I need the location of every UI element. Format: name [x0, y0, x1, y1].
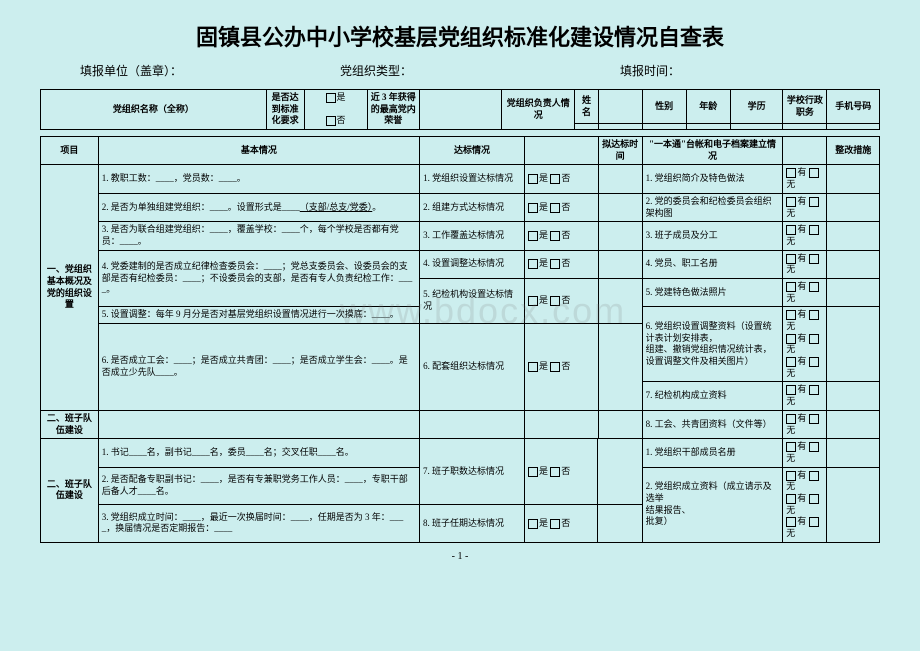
hdr-honor: 近 3 年获得的最高党内荣誉: [367, 90, 420, 130]
page-title: 固镇县公办中小学校基层党组织标准化建设情况自查表: [40, 20, 880, 52]
main-table: 党组织名称（全称） 是否达到标准化要求 是 否 近 3 年获得的最高党内荣誉 党…: [40, 89, 880, 439]
unit-label: 填报单位（盖章）：: [80, 62, 182, 79]
sec1-b3: 3. 是否为联合组建党组织：____，覆盖学校：____个，每个学校是否都有党员…: [98, 222, 419, 250]
hdr-leader: 党组织负责人情况: [501, 90, 575, 130]
name-val: [598, 90, 642, 124]
sec1-l6: 6. 党组织设置调整资料（设置统计表计划安排表，组建、撤销党组织情况统计表，设置…: [642, 307, 783, 382]
sec2-title2: 二、班子队伍建设: [41, 439, 99, 543]
sec1-r1: 1. 党组织设置达标情况: [420, 165, 525, 193]
header-row: 党组织名称（全称） 是否达到标准化要求 是 否 近 3 年获得的最高党内荣誉 党…: [41, 90, 880, 124]
col-plan: 拟达标时间: [598, 137, 642, 165]
sec2-r8: 8. 班子任期达标情况: [420, 505, 525, 543]
sec1-r4: 4. 设置调整达标情况: [420, 250, 525, 278]
sec1-l1: 1. 党组织简介及特色做法: [642, 165, 783, 193]
sec1-l4: 4. 党员、职工名册: [642, 250, 783, 278]
hdr-post: 学校行政职务: [783, 90, 827, 124]
hdr-std: 是否达到标准化要求: [266, 90, 304, 130]
sec1-l8: 8. 工会、共青团资料（文件等）: [642, 410, 783, 438]
sec1-title: 一、党组织基本概况及党的组织设置: [41, 165, 99, 410]
sec1-b2: 2. 是否为单独组建党组织：____。设置形式是____（支部/总支/党委）。: [98, 193, 419, 221]
sec1-r5: 5. 纪检机构设置达标情况: [420, 278, 525, 323]
col-option: [525, 137, 599, 165]
sec1-b5: 5. 设置调整：每年 9 月分是否对基层党组织设置情况进行一次摸底：____。: [98, 307, 419, 324]
checkbox-icon: [326, 93, 336, 103]
sec1-l2: 2. 党的委员会和纪检委员会组织架构图: [642, 193, 783, 221]
time-label: 填报时间：: [620, 62, 680, 79]
opt-cell: 有 无: [783, 165, 827, 193]
col-header-row: 项目 基本情况 达标情况 拟达标时间 "一本通"台帐和电子档案建立情况 整改措施: [41, 137, 880, 165]
sec1-r2: 2. 组建方式达标情况: [420, 193, 525, 221]
hdr-gender: 性别: [642, 90, 686, 124]
hdr-phone: 手机号码: [827, 90, 880, 124]
col-ledger: "一本通"台帐和电子档案建立情况: [642, 137, 783, 165]
sec2-b2: 2. 是否配备专职副书记：____，是否有专兼职党务工作人员：____，专职干部…: [98, 467, 419, 505]
page-footer: - 1 -: [40, 551, 880, 562]
sec2-l2: 2. 党组织成立资料（成立请示及选举结果报告、批复）: [642, 467, 783, 542]
subheader: 填报单位（盖章）： 党组织类型： 填报时间：: [40, 62, 880, 79]
sec1-l5: 5. 党建特色做法照片: [642, 278, 783, 306]
sec2-title: 二、班子队伍建设: [41, 410, 99, 438]
hdr-edu: 学历: [730, 90, 783, 124]
col-opt2: [783, 137, 827, 165]
hdr-age: 年龄: [686, 90, 730, 124]
honor-val: [420, 90, 502, 130]
sec1-b6: 6. 是否成立工会：____；是否成立共青团：____；是否成立学生会：____…: [98, 324, 419, 411]
sec1-b1: 1. 教职工数：____，党员数：____。: [98, 165, 419, 193]
sec1-b4: 4. 党委建制的是否成立纪律检查委员会：____；党总支委员会、设委员会的支部是…: [98, 250, 419, 307]
sec2-l1: 1. 党组织干部成员名册: [642, 439, 783, 467]
type-label: 党组织类型：: [340, 62, 412, 79]
sec1-r6: 6. 配套组织达标情况: [420, 324, 525, 411]
sec2-b3: 3. 党组织成立时间：____，最近一次换届时间：____，任期是否为 3 年：…: [98, 505, 419, 543]
hdr-org: 党组织名称（全称）: [41, 90, 267, 130]
hdr-yn: 是 否: [304, 90, 367, 130]
checkbox-icon: [326, 116, 336, 126]
sec1-r3: 3. 工作覆盖达标情况: [420, 222, 525, 250]
sec1-l3: 3. 班子成员及分工: [642, 222, 783, 250]
sec2-r7: 7. 班子职数达标情况: [420, 439, 525, 505]
col-basic: 基本情况: [98, 137, 419, 165]
sec2-table: 二、班子队伍建设 1. 书记____名，副书记____名，委员____名；交叉任…: [40, 438, 880, 543]
sec1-l7: 7. 纪检机构成立资料: [642, 382, 783, 410]
col-reach: 达标情况: [420, 137, 525, 165]
col-project: 项目: [41, 137, 99, 165]
sec2-b1: 1. 书记____名，副书记____名，委员____名；交叉任职____名。: [98, 439, 419, 467]
hdr-name: 姓名: [575, 90, 598, 124]
col-measure: 整改措施: [827, 137, 880, 165]
opt-cell: 是 否: [525, 165, 599, 193]
